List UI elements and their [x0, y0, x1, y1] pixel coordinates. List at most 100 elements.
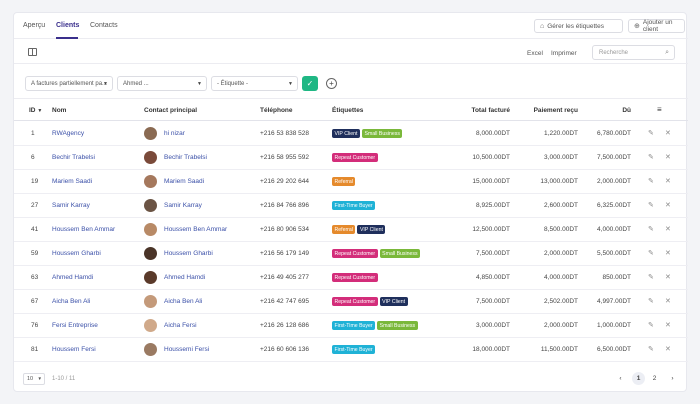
contact-name-link[interactable]: Houssemi Fersi — [164, 346, 210, 353]
tag-badge: Repeat Customer — [332, 273, 378, 282]
owner-filter[interactable]: Ahmed ... ▼ — [117, 76, 207, 91]
table-row[interactable]: 76 Fersi Entreprise Aicha Fersi +216 26 128… — [14, 314, 688, 338]
table-row[interactable]: 81 Houssem Fersi Houssemi Fersi +216 60 606… — [14, 338, 688, 362]
amount-due: 7,500.00DT — [597, 154, 631, 161]
delete-icon[interactable]: ✕ — [665, 130, 671, 137]
edit-icon[interactable]: ✎ — [648, 226, 654, 233]
column-phone[interactable]: Téléphone — [260, 107, 293, 114]
tab-contacts[interactable]: Contacts — [90, 22, 118, 29]
edit-icon[interactable]: ✎ — [648, 346, 654, 353]
client-name-link[interactable]: Samir Karray — [52, 202, 90, 209]
contact-name-link[interactable]: Bechir Trabelsi — [164, 154, 207, 161]
edit-icon[interactable]: ✎ — [648, 274, 654, 281]
table-row[interactable]: 67 Aicha Ben Ali Aicha Ben Ali +216 42 747 … — [14, 290, 688, 314]
tag-badge: Small Business — [361, 129, 403, 138]
column-paid[interactable]: Paiement reçu — [533, 107, 578, 114]
total-invoiced: 7,500.00DT — [476, 250, 510, 257]
apply-filter-button[interactable]: ✓ — [302, 76, 318, 91]
row-id: 63 — [31, 274, 39, 281]
delete-icon[interactable]: ✕ — [665, 250, 671, 257]
table-row[interactable]: 6 Bechir Trabelsi Bechir Trabelsi +216 58 9… — [14, 146, 688, 170]
print-button[interactable]: Imprimer — [551, 50, 577, 57]
delete-icon[interactable]: ✕ — [665, 226, 671, 233]
per-page-select[interactable]: 10 ▼ — [23, 373, 45, 385]
client-name-link[interactable]: Ahmed Hamdi — [52, 274, 94, 281]
client-name-link[interactable]: Houssem Ben Ammar — [52, 226, 116, 233]
edit-icon[interactable]: ✎ — [648, 130, 654, 137]
contact-name-link[interactable]: Mariem Saadi — [164, 178, 205, 185]
table-row[interactable]: 19 Mariem Saadi Mariem Saadi +216 29 202 64… — [14, 170, 688, 194]
column-name[interactable]: Nom — [52, 107, 67, 114]
page-2-button[interactable]: 2 — [652, 375, 657, 382]
column-menu-icon[interactable]: ≡ — [657, 105, 662, 114]
chevron-down-icon: ▼ — [288, 81, 293, 87]
delete-icon[interactable]: ✕ — [665, 178, 671, 185]
contact-name-link[interactable]: hi nizar — [164, 130, 185, 137]
table-row[interactable]: 1 RWAgency hi nizar +216 53 838 528 VIP Clie… — [14, 122, 688, 146]
column-contact[interactable]: Contact principal — [144, 107, 198, 114]
edit-icon[interactable]: ✎ — [648, 322, 654, 329]
tag-badge: VIP Client — [357, 225, 386, 234]
edit-icon[interactable]: ✎ — [648, 154, 654, 161]
client-name-link[interactable]: Mariem Saadi — [52, 178, 93, 185]
contact-name-link[interactable]: Ahmed Hamdi — [164, 274, 206, 281]
contact-name-link[interactable]: Samir Karray — [164, 202, 202, 209]
column-due[interactable]: Dû — [622, 107, 631, 114]
check-circle-icon: ✓ — [306, 79, 314, 88]
delete-icon[interactable]: ✕ — [665, 322, 671, 329]
tab-apercu[interactable]: Aperçu — [23, 22, 46, 29]
contact-name-link[interactable]: Houssem Gharbi — [164, 250, 213, 257]
column-id-label: ID — [29, 107, 36, 114]
columns-toggle-icon[interactable] — [28, 48, 37, 56]
table-row[interactable]: 27 Samir Karray Samir Karray +216 84 766 89… — [14, 194, 688, 218]
plus-circle-icon: ⊕ — [634, 23, 640, 30]
edit-icon[interactable]: ✎ — [648, 298, 654, 305]
search-input[interactable]: Recherche ⌕ — [592, 45, 675, 60]
edit-icon[interactable]: ✎ — [648, 202, 654, 209]
delete-icon[interactable]: ✕ — [665, 346, 671, 353]
contact-name-link[interactable]: Aicha Fersi — [164, 322, 197, 329]
table-row[interactable]: 63 Ahmed Hamdi Ahmed Hamdi +216 49 405 277 R… — [14, 266, 688, 290]
clients-card: Aperçu Clients Contacts ⌂ Gérer les étiq… — [13, 12, 688, 392]
delete-icon[interactable]: ✕ — [665, 202, 671, 209]
prev-page-button[interactable]: ‹ — [614, 372, 627, 385]
excel-export-button[interactable]: Excel — [527, 50, 543, 57]
sort-down-icon: ▼ — [37, 108, 43, 114]
table-row[interactable]: 59 Houssem Gharbi Houssem Gharbi +216 56 17… — [14, 242, 688, 266]
next-page-button[interactable]: › — [666, 372, 679, 385]
client-name-link[interactable]: Aicha Ben Ali — [52, 298, 91, 305]
delete-icon[interactable]: ✕ — [665, 154, 671, 161]
column-total[interactable]: Total facturé — [471, 107, 510, 114]
chevron-left-icon: ‹ — [619, 375, 622, 382]
column-id[interactable]: ID ▼ — [29, 107, 42, 114]
per-page-value: 10 — [27, 376, 34, 382]
client-name-link[interactable]: Houssem Fersi — [52, 346, 96, 353]
delete-icon[interactable]: ✕ — [665, 274, 671, 281]
tag-list: Repeat Customer — [332, 153, 378, 162]
client-name-link[interactable]: Bechir Trabelsi — [52, 154, 95, 161]
total-invoiced: 4,850.00DT — [476, 274, 510, 281]
tab-clients[interactable]: Clients — [56, 22, 80, 29]
phone-number: +216 84 766 896 — [260, 202, 309, 209]
manage-tags-button[interactable]: ⌂ Gérer les étiquettes — [534, 19, 623, 33]
avatar — [144, 247, 157, 260]
tag-list: Repeat Customer Small Business — [332, 249, 421, 258]
invoice-status-filter[interactable]: A factures partiellement pa... ▼ — [25, 76, 113, 91]
avatar — [144, 175, 157, 188]
edit-icon[interactable]: ✎ — [648, 178, 654, 185]
contact-name-link[interactable]: Aicha Ben Ali — [164, 298, 203, 305]
contact-name-link[interactable]: Houssem Ben Ammar — [164, 226, 228, 233]
table-row[interactable]: 41 Houssem Ben Ammar Houssem Ben Ammar +216… — [14, 218, 688, 242]
edit-icon[interactable]: ✎ — [648, 250, 654, 257]
client-name-link[interactable]: Houssem Gharbi — [52, 250, 101, 257]
delete-icon[interactable]: ✕ — [665, 298, 671, 305]
add-client-button[interactable]: ⊕ Ajouter un client — [628, 19, 685, 33]
avatar — [144, 319, 157, 332]
total-invoiced: 8,000.00DT — [476, 130, 510, 137]
add-filter-button[interactable]: + — [326, 78, 337, 89]
client-name-link[interactable]: Fersi Entreprise — [52, 322, 98, 329]
column-tags[interactable]: Étiquettes — [332, 107, 364, 114]
client-name-link[interactable]: RWAgency — [52, 130, 85, 137]
tag-filter[interactable]: - Étiquette - ▼ — [211, 76, 298, 91]
page-1-button[interactable]: 1 — [632, 372, 645, 385]
